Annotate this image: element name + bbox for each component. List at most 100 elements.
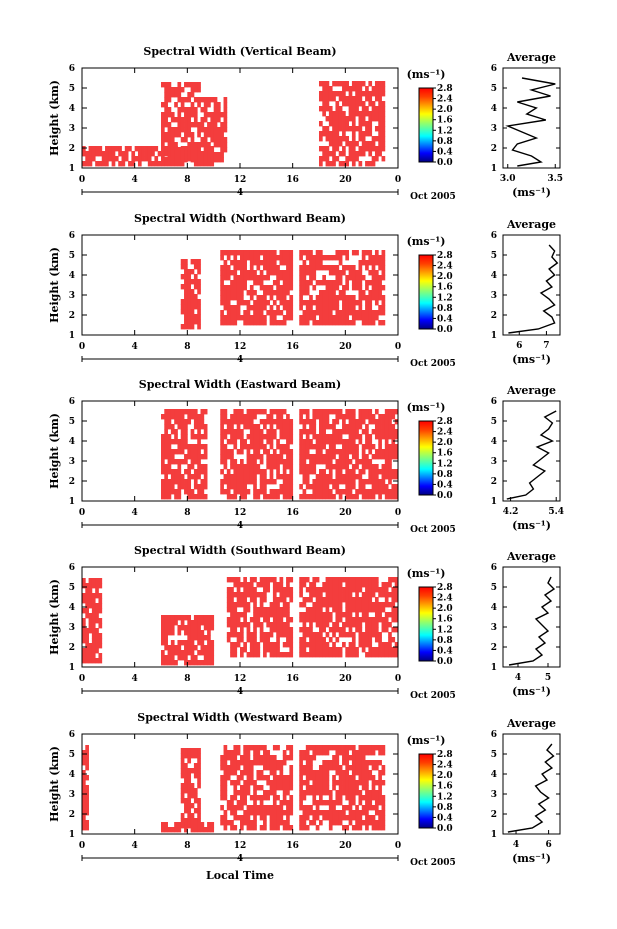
heatmap-cell	[85, 755, 89, 761]
heatmap-cell	[203, 137, 208, 143]
heatmap-cell	[319, 315, 323, 321]
heatmap-cell	[338, 810, 343, 816]
heatmap-cell	[325, 587, 330, 593]
heatmap-cell	[167, 87, 172, 93]
heatmap-cell	[355, 494, 359, 500]
heatmap-cell	[315, 300, 320, 306]
heatmap-cell	[243, 577, 247, 583]
heatmap-cell	[203, 97, 208, 103]
heatmap-cell	[246, 275, 251, 281]
heatmap-cell	[302, 582, 307, 588]
heatmap-cell	[315, 454, 320, 460]
date-tick-label: 4	[237, 521, 243, 531]
heatmap-cell	[279, 310, 284, 316]
heatmap-cell	[355, 780, 359, 786]
heatmap-cell	[276, 255, 280, 261]
heatmap-cell	[282, 305, 287, 311]
heatmap-cell	[286, 780, 290, 786]
heatmap-cell	[85, 825, 89, 831]
heatmap-cell	[365, 627, 369, 633]
heatmap-cell	[305, 444, 310, 450]
heatmap-cell	[170, 429, 175, 435]
heatmap-cell	[180, 304, 185, 310]
heatmap-cell	[203, 645, 208, 651]
heatmap-cell	[312, 444, 317, 450]
heatmap-cell	[167, 630, 172, 636]
heatmap-cell	[230, 622, 234, 628]
heatmap-cell	[282, 464, 287, 470]
heatmap-cell	[332, 424, 336, 430]
heatmap-cell	[174, 92, 178, 98]
heatmap-cell	[388, 449, 392, 455]
heatmap-cell	[246, 770, 251, 776]
heatmap-cell	[197, 783, 201, 789]
heatmap-cell	[167, 479, 172, 485]
heatmap-cell	[374, 285, 379, 291]
heatmap-cell	[342, 101, 346, 107]
heatmap-cell	[305, 785, 310, 791]
heatmap-cell	[371, 260, 376, 266]
heatmap-cell	[88, 156, 93, 162]
heatmap-cell	[91, 628, 96, 634]
heatmap-cell	[223, 295, 228, 301]
heatmap-cell	[164, 464, 168, 470]
heatmap-cell	[246, 785, 251, 791]
heatmap-cell	[358, 602, 363, 608]
heatmap-cell	[193, 259, 198, 265]
heatmap-cell	[351, 464, 356, 470]
heatmap-cell	[391, 414, 396, 420]
heatmap-cell	[388, 642, 392, 648]
heatmap-cell	[319, 161, 323, 167]
heatmap-cell	[276, 775, 280, 781]
heatmap-cell	[236, 489, 241, 495]
heatmap-cell	[164, 822, 168, 828]
heatmap-cell	[319, 647, 323, 653]
heatmap-cell	[282, 285, 287, 291]
heatmap-cell	[164, 409, 168, 415]
heatmap-cell	[368, 775, 373, 781]
heatmap-cell	[342, 780, 346, 786]
heatmap-cell	[315, 444, 320, 450]
heatmap-cell	[256, 449, 261, 455]
heatmap-cell	[338, 449, 343, 455]
heatmap-cell	[137, 156, 142, 162]
heatmap-cell	[240, 612, 244, 618]
heatmap-cell	[358, 434, 363, 440]
heatmap-cell	[246, 250, 251, 256]
y-tick-label: 3	[69, 124, 75, 134]
heatmap-cell	[325, 409, 330, 415]
heatmap-cell	[226, 275, 231, 281]
heatmap-cell	[180, 474, 185, 480]
heatmap-cell	[91, 583, 96, 589]
y-tick-label: 3	[69, 790, 75, 800]
heatmap-cell	[236, 310, 241, 316]
heatmap-cell	[394, 489, 399, 495]
heatmap-cell	[305, 775, 310, 781]
heatmap-cell	[236, 295, 241, 301]
heatmap-cell	[289, 275, 294, 281]
heatmap-cell	[161, 822, 165, 828]
heatmap-cell	[338, 627, 343, 633]
heatmap-cell	[355, 760, 359, 766]
heatmap-cell	[335, 622, 340, 628]
heatmap-cell	[187, 479, 192, 485]
heatmap-cell	[266, 750, 271, 756]
heatmap-cell	[279, 775, 284, 781]
heatmap-cell	[190, 414, 195, 420]
heatmap-cell	[259, 454, 264, 460]
heatmap-cell	[332, 494, 336, 500]
heatmap-cell	[358, 300, 363, 306]
heatmap-cell	[325, 602, 330, 608]
heatmap-cell	[371, 765, 376, 771]
heatmap-cell	[246, 469, 251, 475]
heatmap-cell	[312, 755, 317, 761]
heatmap-cell	[302, 627, 307, 633]
heatmap-cell	[279, 785, 284, 791]
heatmap-cell	[174, 459, 178, 465]
heatmap-cells	[161, 409, 399, 500]
heatmap-cell	[312, 642, 317, 648]
heatmap-cell	[170, 474, 175, 480]
average-profile-line	[508, 576, 556, 666]
heatmap-cell	[305, 300, 310, 306]
heatmap-cell	[351, 409, 356, 415]
